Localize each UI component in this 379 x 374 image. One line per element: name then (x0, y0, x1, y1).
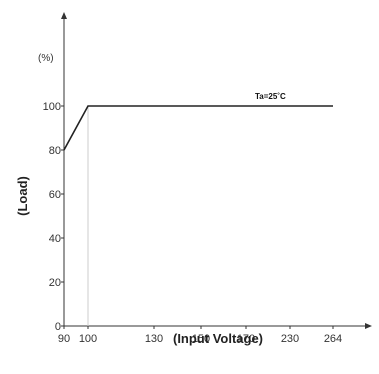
x-tick-label: 170 (237, 333, 255, 345)
axes: 0 20 40 60 80 100 90 100 130 150 170 230 264 (43, 12, 372, 345)
temperature-annotation: Ta=25˚C (255, 92, 286, 101)
y-tick-label: 60 (49, 189, 61, 201)
x-tick-label: 100 (79, 333, 97, 345)
y-axis-title: (Load) (15, 176, 30, 216)
x-tick-label: 130 (145, 333, 163, 345)
x-tick-label: 90 (58, 333, 70, 345)
x-axis-arrow (365, 323, 372, 329)
x-tick-label: 264 (324, 333, 342, 345)
y-axis-arrow (61, 12, 67, 19)
y-tick-label: 20 (49, 277, 61, 289)
y-tick-label: 80 (49, 145, 61, 157)
load-curve-line (63, 105, 333, 151)
y-unit-label: (%) (38, 53, 54, 64)
y-tick-label: 0 (55, 321, 61, 333)
x-tick-label: 230 (281, 333, 299, 345)
y-tick-label: 40 (49, 233, 61, 245)
x-tick-label: 150 (192, 333, 210, 345)
chart-marks (63, 105, 333, 326)
x-axis-title: (Input Voltage) (173, 331, 263, 346)
chart-labels: (%) Ta=25˚C (Input Voltage) (Load) (15, 53, 286, 346)
y-tick-label: 100 (43, 101, 61, 113)
